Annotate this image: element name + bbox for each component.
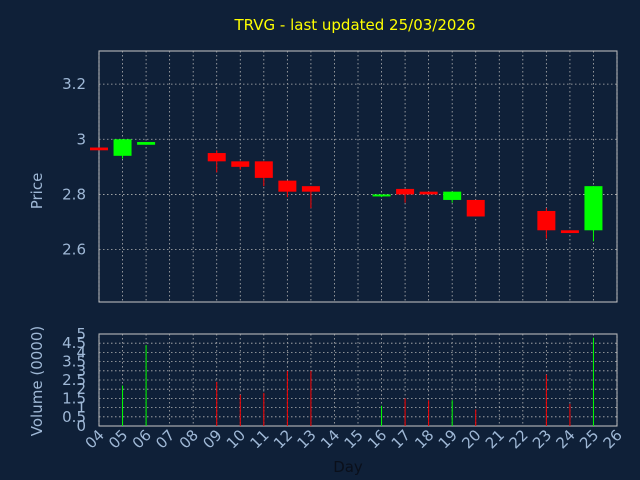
x-tick-label: 15 — [341, 426, 367, 452]
candle-body — [231, 161, 250, 167]
candle — [113, 139, 132, 159]
price-tick-label: 3.2 — [62, 75, 86, 93]
candle-body — [466, 199, 485, 217]
x-tick-label: 07 — [152, 426, 178, 452]
candle — [443, 191, 462, 203]
volume-tick-label: 4.5 — [62, 334, 86, 352]
x-tick-label: 06 — [129, 426, 155, 452]
candle-body — [584, 186, 603, 231]
candle-body — [443, 191, 462, 200]
candle — [560, 230, 579, 234]
candle-body — [278, 180, 297, 192]
volume-tick-label: 5 — [76, 325, 86, 343]
candle-body — [537, 210, 556, 231]
volume-tick-label: 4 — [76, 343, 86, 361]
candle — [372, 194, 391, 198]
candle — [301, 186, 320, 209]
x-tick-label: 10 — [223, 426, 249, 452]
x-tick-label: 09 — [199, 426, 225, 452]
price-tick-label: 3 — [76, 130, 86, 148]
candle — [466, 199, 485, 217]
x-axis-label: Day — [333, 458, 363, 476]
candle-body — [301, 186, 320, 192]
candle-body — [419, 191, 438, 195]
volume-tick-label: 3.5 — [62, 353, 86, 371]
x-tick-label: 13 — [294, 426, 320, 452]
candle-body — [372, 194, 391, 197]
volume-tick-label: 1 — [76, 399, 86, 417]
volume-tick-label: 0 — [76, 417, 86, 435]
candle-body — [560, 230, 579, 234]
price-tick-label: 2.6 — [62, 241, 86, 259]
candle-body — [113, 139, 132, 156]
candle — [419, 191, 438, 195]
x-tick-label: 18 — [411, 426, 437, 452]
x-tick-label: 19 — [435, 426, 461, 452]
price-tick-label: 2.8 — [62, 185, 86, 203]
x-tick-label: 05 — [105, 426, 131, 452]
candle — [207, 150, 226, 173]
x-tick-label: 24 — [553, 426, 579, 452]
volume-tick-label: 3 — [76, 362, 86, 380]
x-tick-label: 12 — [270, 426, 296, 452]
candle — [278, 180, 297, 198]
x-tick-label: 25 — [576, 426, 602, 452]
x-tick-label: 08 — [176, 426, 202, 452]
candle — [396, 188, 415, 203]
candle — [584, 186, 603, 242]
x-tick-label: 11 — [246, 426, 272, 452]
price-panel: 3.2 3 2.8 2.6 — [62, 50, 618, 303]
candle-body — [207, 153, 226, 162]
candle-body — [137, 142, 156, 145]
x-tick-label: 14 — [317, 426, 343, 452]
x-tick-label: 23 — [529, 426, 555, 452]
volume-tick-label: 1.5 — [62, 389, 86, 407]
candle — [90, 147, 108, 151]
x-tick-label: 22 — [505, 426, 531, 452]
candle-body — [254, 161, 273, 178]
candle-body — [396, 188, 415, 195]
chart-title: TRVG - last updated 25/03/2026 — [233, 16, 475, 34]
volume-tick-label: 0.5 — [62, 408, 86, 426]
volume-axis-label: Volume (0000) — [28, 326, 46, 436]
volume-tick-label: 2 — [76, 380, 86, 398]
candle — [254, 161, 273, 187]
x-tick-label: 16 — [364, 426, 390, 452]
volume-panel: 54.543.532.521.510.500405060708091011121… — [62, 325, 626, 452]
x-tick-label: 20 — [458, 426, 484, 452]
volume-tick-label: 2.5 — [62, 371, 86, 389]
x-tick-label: 26 — [600, 426, 626, 452]
candle — [231, 161, 250, 170]
candle-body — [90, 147, 108, 151]
x-tick-label: 17 — [388, 426, 414, 452]
candle — [537, 208, 556, 239]
candle — [137, 142, 156, 145]
price-axis-label: Price — [28, 173, 46, 210]
x-tick-label: 21 — [482, 426, 508, 452]
